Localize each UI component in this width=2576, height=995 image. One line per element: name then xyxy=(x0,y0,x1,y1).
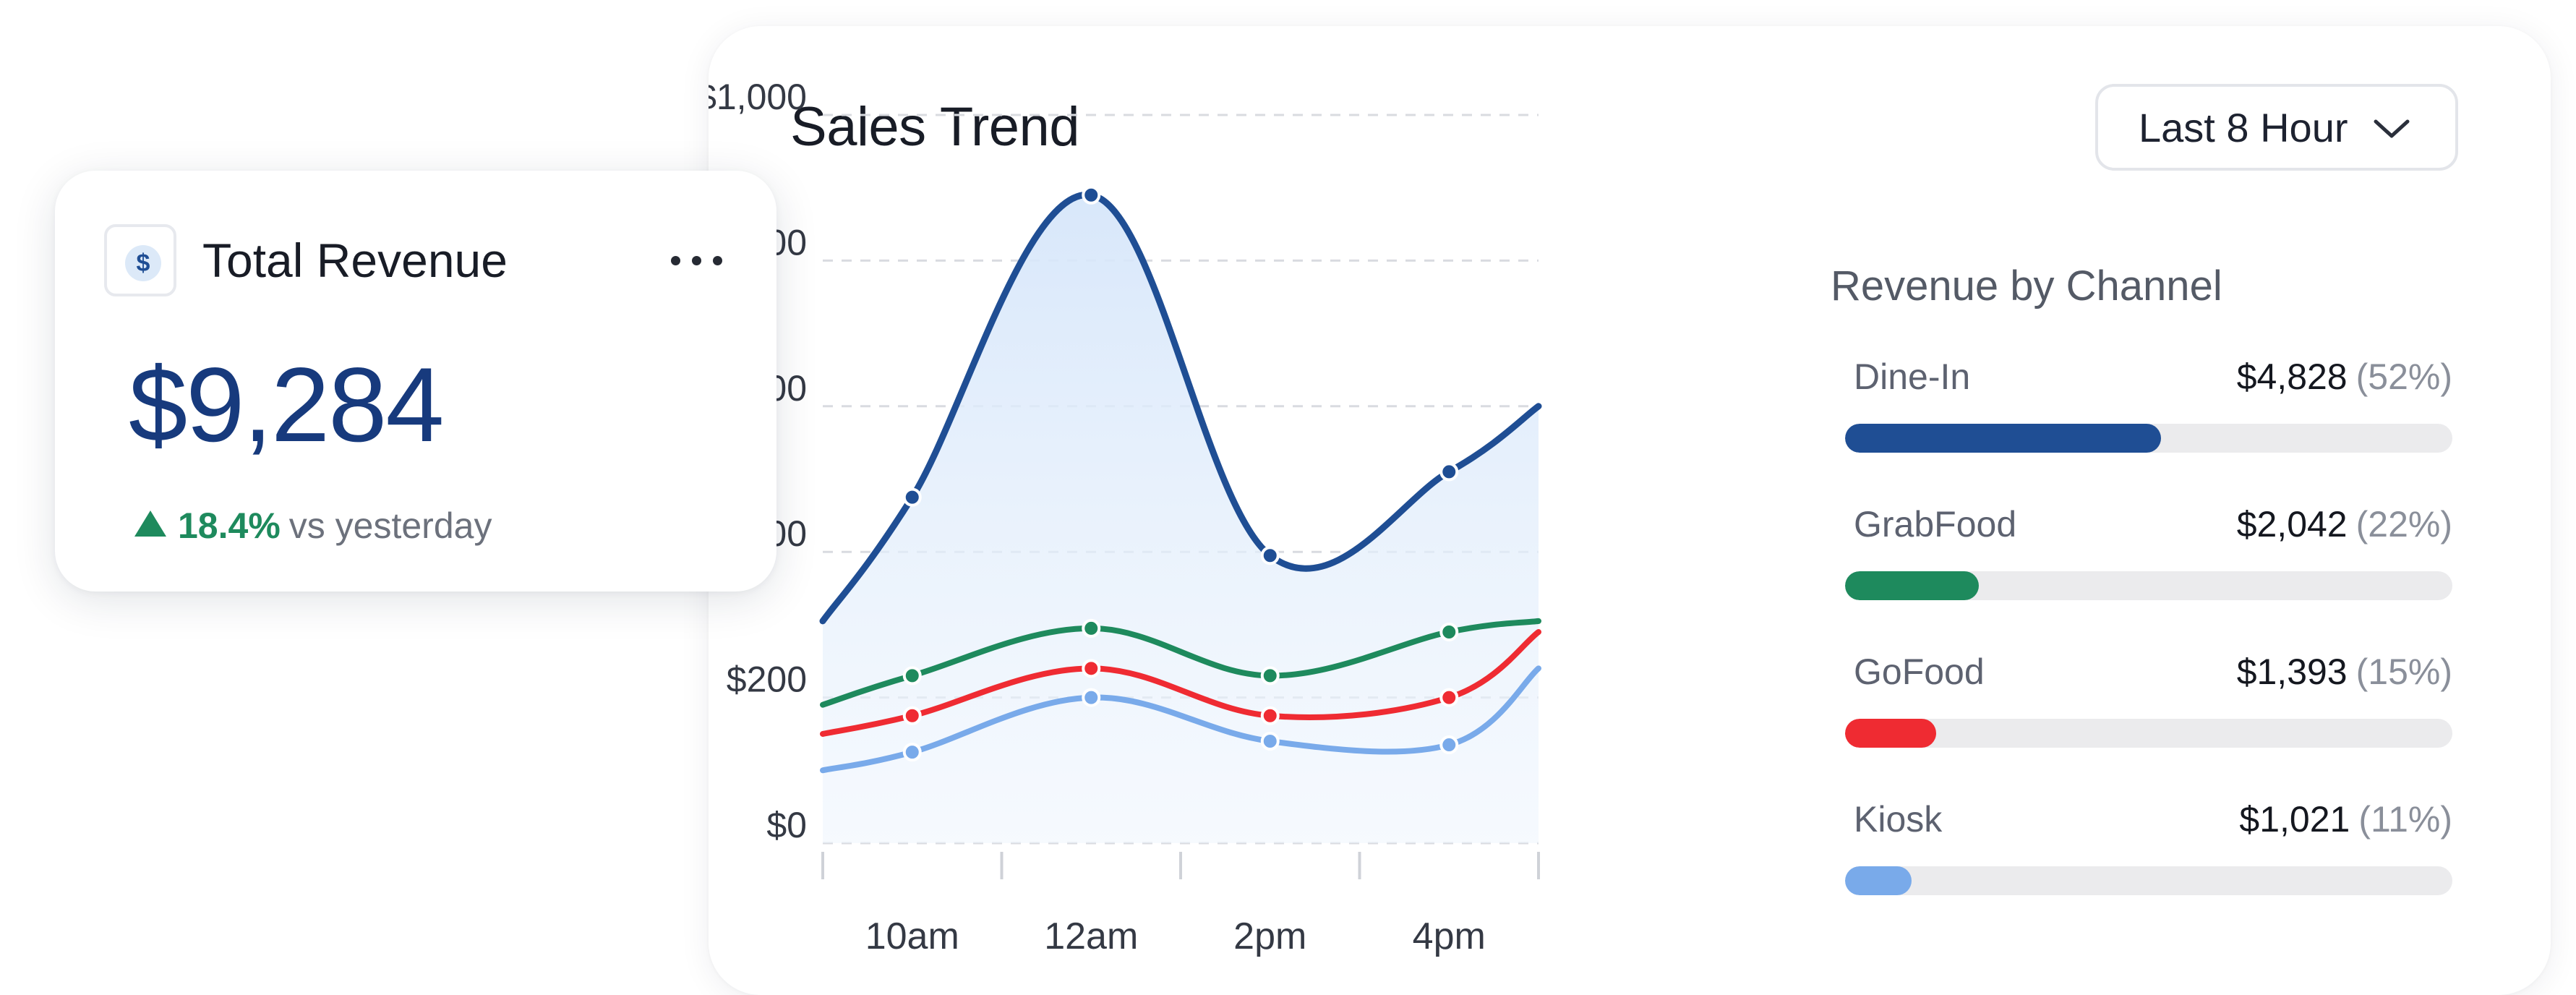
sales-trend-title: Sales Trend xyxy=(790,96,1080,158)
dollar-icon: $ xyxy=(125,245,161,281)
channel-percent: (15%) xyxy=(2355,652,2452,692)
y-tick-label: $200 xyxy=(727,659,807,700)
time-range-value: Last 8 Hour xyxy=(2139,104,2348,150)
chevron-down-icon xyxy=(2374,119,2410,138)
data-point xyxy=(1439,688,1459,707)
channel-amount: $4,828 xyxy=(2236,356,2348,397)
channel-values: $1,021 (11%) xyxy=(2239,798,2452,840)
data-point xyxy=(1439,735,1459,755)
channel-name: GrabFood xyxy=(1854,504,2017,545)
channel-values: $1,393 (15%) xyxy=(2237,651,2452,693)
channel-percent: (22%) xyxy=(2355,504,2452,545)
data-point xyxy=(1260,546,1280,565)
channel-bar-track xyxy=(1845,866,2452,895)
data-point xyxy=(1439,462,1459,482)
y-tick-label: $0 xyxy=(766,805,807,845)
channel-bar-fill xyxy=(1845,424,2161,453)
channel-amount: $2,042 xyxy=(2236,504,2348,545)
channel-bar-track xyxy=(1845,719,2452,748)
channel-gofood: GoFood $1,393 (15%) xyxy=(1845,651,2452,759)
data-point xyxy=(1260,732,1280,751)
channel-name: Dine-In xyxy=(1854,356,1971,397)
more-options-icon[interactable] xyxy=(671,252,723,269)
data-point xyxy=(902,487,922,507)
data-point xyxy=(1082,688,1101,707)
x-tick-label: 2pm xyxy=(1233,915,1306,957)
channel-bar-fill xyxy=(1845,719,1936,748)
data-point xyxy=(1082,659,1101,678)
time-range-select[interactable]: Last 8 Hour xyxy=(2095,84,2458,171)
revenue-by-channel-heading: Revenue by Channel xyxy=(1831,262,2222,309)
revenue-change-note: vs yesterday xyxy=(288,505,492,546)
x-tick-label: 10am xyxy=(865,915,959,957)
series-area-fill xyxy=(823,195,1539,843)
channel-dine-in: Dine-In $4,828 (52%) xyxy=(1845,356,2452,464)
channel-bar-track xyxy=(1845,571,2452,600)
channel-name: GoFood xyxy=(1854,652,1985,692)
data-point xyxy=(1082,185,1101,205)
y-tick-label: $1,000 xyxy=(709,77,807,117)
channel-values: $4,828 (52%) xyxy=(2237,356,2452,398)
data-point xyxy=(902,743,922,762)
revenue-change: 18.4% vs yesterday xyxy=(134,505,492,547)
data-point xyxy=(902,666,922,686)
data-point xyxy=(1082,618,1101,638)
channel-values: $2,042 (22%) xyxy=(2237,503,2452,545)
data-point xyxy=(1260,706,1280,725)
channel-grabfood: GrabFood $2,042 (22%) xyxy=(1845,503,2452,612)
total-revenue-card: $ Total Revenue $9,284 18.4% vs yesterday xyxy=(55,171,776,592)
channel-bar-fill xyxy=(1845,571,1979,600)
x-tick-label: 12am xyxy=(1044,915,1138,957)
channel-bar-track xyxy=(1845,424,2452,453)
sales-trend-card: Sales Trend Last 8 Hour $1,000$800$600$4… xyxy=(709,26,2551,995)
revenue-icon-box: $ xyxy=(104,224,176,296)
total-revenue-title: Total Revenue xyxy=(202,234,508,287)
x-tick-label: 4pm xyxy=(1413,915,1486,957)
total-revenue-value: $9,284 xyxy=(129,346,445,464)
data-point xyxy=(1260,666,1280,686)
data-point xyxy=(1439,622,1459,641)
channel-amount: $1,021 xyxy=(2239,799,2350,840)
channel-bar-fill xyxy=(1845,866,1912,895)
channel-kiosk: Kiosk $1,021 (11%) xyxy=(1845,798,2452,907)
channel-amount: $1,393 xyxy=(2236,652,2348,692)
data-point xyxy=(902,706,922,725)
trend-up-icon xyxy=(134,511,166,537)
channel-percent: (11%) xyxy=(2358,799,2452,840)
channel-percent: (52%) xyxy=(2355,356,2452,397)
revenue-change-percent: 18.4% xyxy=(178,505,281,546)
channel-name: Kiosk xyxy=(1854,799,1943,840)
